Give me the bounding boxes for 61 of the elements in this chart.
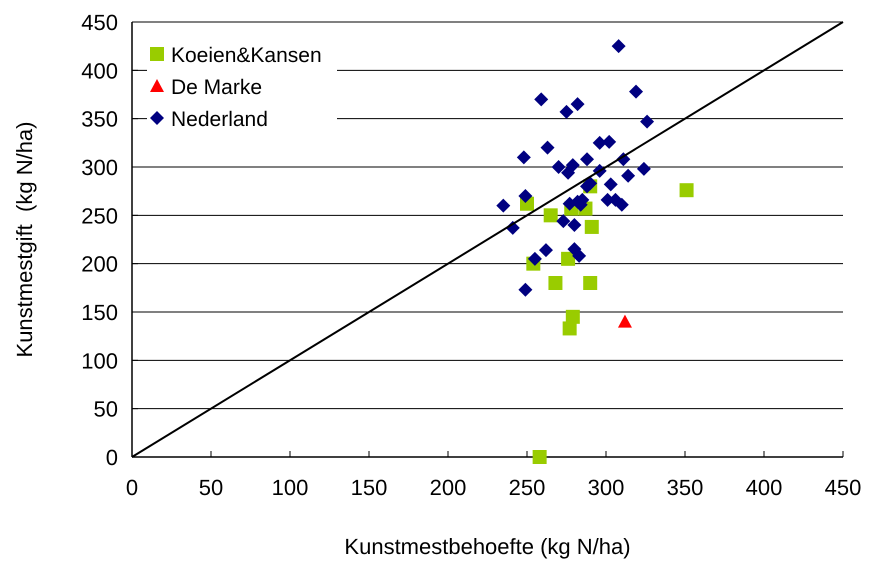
x-tick-label: 250 bbox=[508, 475, 546, 500]
point bbox=[584, 220, 599, 234]
x-tick-label: 200 bbox=[430, 475, 466, 500]
y-tick-label: 350 bbox=[81, 106, 118, 132]
legend-label: Nederland bbox=[171, 108, 268, 131]
point bbox=[602, 134, 616, 149]
y-tick-label: 300 bbox=[81, 155, 118, 180]
x-axis-title: Kunstmestbehoefte (kg N/ha) bbox=[344, 534, 631, 559]
point bbox=[604, 177, 618, 192]
y-tick-label: 50 bbox=[94, 396, 118, 422]
x-tick-label: 0 bbox=[126, 475, 138, 500]
x-tick-label: 400 bbox=[746, 475, 782, 500]
point bbox=[562, 321, 577, 336]
y-axis-title: Kunstmestgift (kg N/ha) bbox=[12, 122, 37, 358]
point bbox=[528, 252, 542, 266]
y-tick-label: 450 bbox=[81, 10, 118, 35]
point bbox=[532, 450, 547, 464]
x-tick-label: 300 bbox=[588, 475, 624, 500]
point bbox=[496, 198, 510, 213]
x-tick-label: 350 bbox=[666, 475, 704, 500]
y-tick-label: 150 bbox=[81, 300, 118, 325]
point bbox=[518, 189, 532, 203]
point bbox=[516, 150, 531, 164]
point bbox=[612, 39, 626, 54]
point bbox=[629, 84, 644, 99]
y-tick-label: 200 bbox=[81, 252, 118, 277]
point bbox=[592, 136, 607, 150]
point bbox=[552, 160, 566, 174]
legend-label: Koeien&Kansen bbox=[171, 44, 322, 67]
point bbox=[548, 276, 562, 290]
point bbox=[583, 276, 598, 290]
point bbox=[572, 248, 586, 263]
point bbox=[621, 168, 636, 183]
point bbox=[618, 314, 632, 328]
point bbox=[680, 183, 694, 198]
legend-label: De Marke bbox=[171, 76, 262, 99]
point bbox=[580, 152, 594, 166]
point bbox=[580, 179, 594, 194]
point bbox=[544, 208, 558, 222]
y-tick-label: 400 bbox=[81, 58, 118, 84]
y-tick-label: 250 bbox=[81, 203, 118, 228]
point bbox=[570, 97, 585, 112]
point bbox=[614, 198, 629, 212]
x-tick-label: 150 bbox=[350, 475, 388, 500]
point bbox=[567, 218, 582, 232]
point bbox=[518, 282, 532, 297]
point bbox=[640, 114, 654, 129]
x-tick-label: 100 bbox=[272, 475, 308, 500]
y-tick-label: 100 bbox=[81, 348, 118, 374]
point bbox=[538, 243, 553, 258]
point bbox=[561, 252, 576, 266]
point bbox=[566, 158, 580, 172]
point bbox=[636, 162, 651, 176]
point bbox=[560, 104, 574, 119]
x-tick-label: 450 bbox=[824, 475, 862, 500]
point bbox=[556, 214, 570, 228]
y-tick-label: 0 bbox=[106, 445, 118, 470]
point bbox=[561, 166, 576, 180]
point bbox=[540, 140, 555, 155]
x-tick-label: 50 bbox=[198, 475, 224, 500]
point bbox=[534, 92, 548, 106]
